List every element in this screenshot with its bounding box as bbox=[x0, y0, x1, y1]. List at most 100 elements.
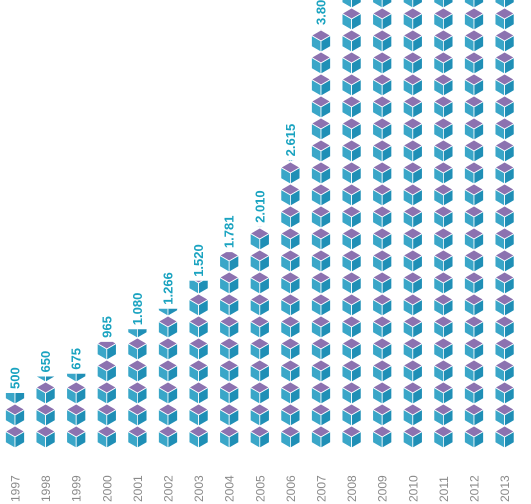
hexagon-cube-icon bbox=[249, 271, 270, 295]
hexagon-cube-icon bbox=[219, 403, 240, 427]
hex-right-face bbox=[106, 343, 117, 361]
hexagon-cube-icon bbox=[311, 249, 331, 273]
hexagon-cube-icon bbox=[219, 315, 240, 339]
hexagon-cube-icon bbox=[464, 95, 484, 119]
hexagon-cube-icon bbox=[311, 205, 331, 229]
hex-right-face bbox=[412, 145, 423, 163]
hex-right-face bbox=[381, 145, 393, 163]
bar-column: 6.2862013 bbox=[494, 0, 515, 502]
hex-right-face bbox=[412, 233, 423, 251]
value-label: 2.615 bbox=[283, 124, 298, 157]
hex-right-face bbox=[136, 365, 148, 383]
hexagon-cube-icon bbox=[494, 359, 515, 383]
hex-right-face bbox=[473, 321, 484, 339]
hex-right-face bbox=[473, 299, 484, 317]
hex-right-face bbox=[259, 343, 270, 361]
hex-right-face bbox=[351, 123, 362, 141]
hex-right-face bbox=[167, 365, 178, 383]
bar-column: 6.2062012 bbox=[464, 0, 484, 502]
hex-left-face bbox=[402, 0, 414, 9]
hexagon-cube-icon bbox=[402, 425, 423, 449]
hexagon-cube-icon bbox=[219, 359, 240, 383]
hexagon-cube-icon bbox=[280, 425, 301, 449]
hexagon-cube-icon bbox=[464, 315, 484, 339]
hexagon-cube-icon bbox=[158, 337, 178, 361]
hex-right-face bbox=[320, 167, 331, 185]
hexagon-cube-icon bbox=[249, 293, 270, 317]
hex-right-face bbox=[442, 145, 454, 163]
hexagon-cube-icon bbox=[311, 271, 331, 295]
bar-column: 965 2000 bbox=[96, 316, 117, 502]
hexagon-cube-icon bbox=[249, 315, 270, 339]
hexagon-cube-icon bbox=[311, 95, 331, 119]
hex-right-face bbox=[412, 57, 423, 75]
hexagon-cube-icon bbox=[188, 315, 209, 339]
hex-left-face bbox=[433, 0, 444, 9]
bar-column: 6.0302011 bbox=[433, 0, 454, 502]
hexagon-cube-icon bbox=[372, 359, 393, 383]
hexagon-cube-icon bbox=[402, 7, 423, 31]
hexagon-cube-icon bbox=[158, 315, 178, 339]
hex-right-face bbox=[198, 280, 209, 295]
hexagon-cube-icon bbox=[464, 73, 484, 97]
hexagon-cube-icon bbox=[433, 183, 454, 207]
hex-right-face bbox=[381, 79, 393, 97]
hexagon-cube-icon bbox=[219, 293, 240, 317]
hexagon-cube-icon bbox=[402, 293, 423, 317]
hex-right-face bbox=[351, 409, 362, 427]
hexagon-cube-icon bbox=[280, 249, 301, 273]
hex-right-face bbox=[289, 160, 295, 163]
hexagon-cube-icon bbox=[341, 359, 362, 383]
hex-right-face bbox=[473, 189, 484, 207]
hex-right-face bbox=[320, 145, 331, 163]
hexagon-cube-icon bbox=[433, 29, 454, 53]
hexagon-cube-icon bbox=[433, 0, 454, 9]
hexagon-cube-icon bbox=[433, 161, 454, 185]
hex-right-face bbox=[320, 101, 331, 119]
partial-hexagon-icon bbox=[127, 329, 148, 339]
partial-hexagon-icon bbox=[35, 376, 56, 383]
hex-right-face bbox=[320, 409, 331, 427]
hexagon-cube-icon bbox=[341, 315, 362, 339]
hexagon-cube-icon bbox=[464, 183, 484, 207]
hexagon-cube-icon bbox=[433, 359, 454, 383]
hexagon-cube-icon bbox=[188, 293, 209, 317]
hexagon-cube-icon bbox=[433, 403, 454, 427]
hexagon-cube-icon bbox=[96, 381, 117, 405]
year-label: 2008 bbox=[345, 475, 359, 502]
hexagon-cube-icon bbox=[66, 403, 87, 427]
hex-right-face bbox=[412, 343, 423, 361]
hexagon-cube-icon bbox=[433, 7, 454, 31]
hexagon-cube-icon bbox=[402, 161, 423, 185]
hexagon-cube-icon bbox=[341, 293, 362, 317]
hexagon-cube-icon bbox=[464, 29, 484, 53]
hexagon-cube-icon bbox=[402, 73, 423, 97]
hex-right-face bbox=[320, 29, 324, 31]
hexagon-cube-icon bbox=[96, 425, 117, 449]
hex-right-face bbox=[351, 431, 362, 449]
hexagon-cube-icon bbox=[5, 403, 25, 427]
hex-right-face bbox=[259, 431, 270, 449]
hex-right-face bbox=[504, 13, 515, 31]
hex-right-face bbox=[259, 226, 263, 229]
hex-right-face bbox=[351, 35, 362, 53]
hexagon-cube-icon bbox=[372, 117, 393, 141]
hexagon-cube-icon bbox=[372, 293, 393, 317]
hex-right-face bbox=[198, 343, 209, 361]
hex-right-face bbox=[381, 255, 393, 273]
hexagon-cube-icon bbox=[372, 139, 393, 163]
hexagon-cube-icon bbox=[372, 161, 393, 185]
hexagon-cube-icon bbox=[372, 337, 393, 361]
hexagon-cube-icon bbox=[249, 381, 270, 405]
hex-right-face bbox=[351, 167, 362, 185]
hexagon-cube-icon bbox=[402, 0, 423, 9]
hex-right-face bbox=[412, 409, 423, 427]
hex-right-face bbox=[442, 387, 454, 405]
hex-right-face bbox=[504, 387, 515, 405]
hex-right-face bbox=[259, 255, 270, 273]
hex-right-face bbox=[45, 409, 56, 427]
hex-right-face bbox=[412, 211, 423, 229]
hex-right-face bbox=[504, 57, 515, 75]
hex-right-face bbox=[351, 255, 362, 273]
hex-right-face bbox=[504, 79, 515, 97]
